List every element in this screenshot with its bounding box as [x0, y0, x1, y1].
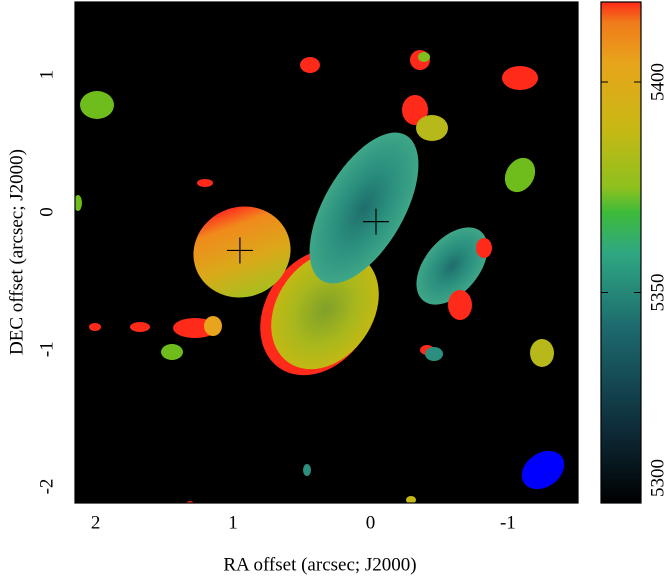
blob [418, 52, 430, 62]
x-tick-label: 1 [228, 512, 238, 533]
blob [476, 238, 492, 258]
blob [130, 322, 150, 332]
blob [197, 179, 213, 187]
colorbar [601, 2, 641, 503]
blob [204, 316, 222, 336]
blob [530, 339, 554, 367]
blob [80, 91, 114, 119]
blob [271, 250, 379, 370]
blob [425, 347, 443, 361]
y-tick-label: 0 [36, 207, 57, 217]
blob [309, 132, 419, 284]
y-axis-label: DEC offset (arcsec; J2000) [6, 149, 27, 355]
beam [521, 450, 565, 490]
blob [89, 323, 101, 331]
blob [504, 157, 536, 193]
plot-frame [74, 1, 579, 504]
blob [448, 290, 472, 320]
x-tick-label: 2 [91, 512, 101, 533]
x-tick-label: 0 [366, 512, 376, 533]
colorbar-tick-label: 5350 [647, 273, 668, 311]
blob [416, 115, 448, 141]
blob [75, 195, 82, 211]
blob [416, 227, 488, 305]
colorbar-frame [600, 1, 642, 504]
x-tick-label: -1 [500, 512, 516, 533]
position-marker [226, 237, 253, 264]
blob [502, 66, 538, 90]
position-marker [362, 208, 389, 235]
blob [193, 206, 291, 298]
y-tick-label: -2 [36, 479, 57, 495]
blob [303, 464, 311, 476]
blob [300, 57, 320, 73]
colorbar-tick-label: 5400 [647, 63, 668, 101]
blob [161, 344, 183, 360]
velocity-map [75, 50, 565, 503]
blob [402, 95, 428, 125]
colorbar-tick-label: 5300 [647, 459, 668, 497]
blob [184, 502, 192, 503]
y-tick-label: 1 [36, 70, 57, 80]
y-tick-label: -1 [36, 341, 57, 357]
x-axis-label: RA offset (arcsec; J2000) [223, 554, 416, 575]
blob [406, 496, 416, 503]
